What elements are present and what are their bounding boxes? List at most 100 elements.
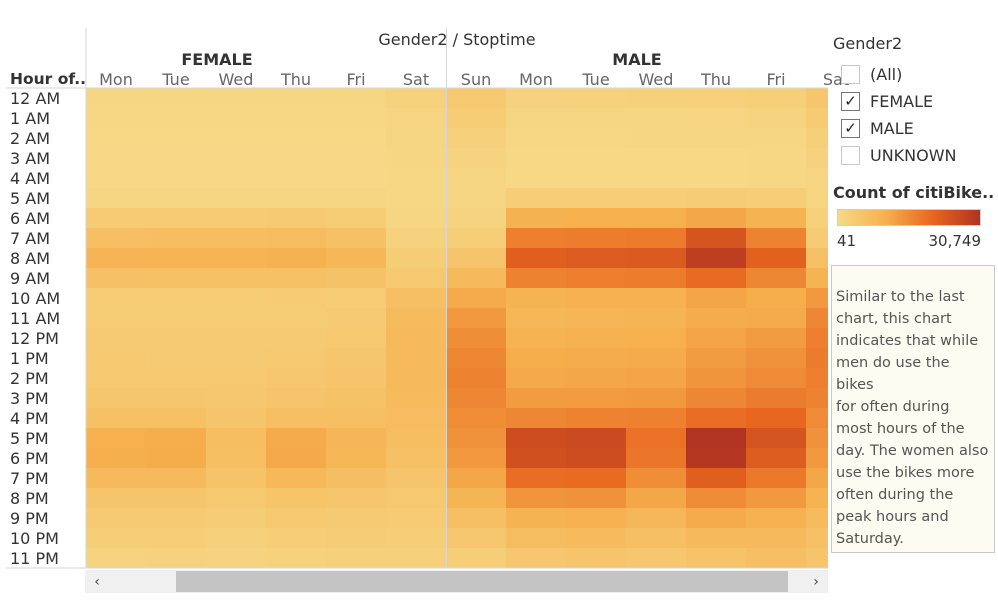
heatmap-cell[interactable] [446,388,506,408]
heatmap-cell[interactable] [326,248,386,268]
heatmap-cell[interactable] [686,88,746,108]
heatmap-cell[interactable] [446,88,506,108]
heatmap-cell[interactable] [686,468,746,488]
heatmap-cell[interactable] [326,268,386,288]
heatmap-cell[interactable] [506,168,566,188]
heatmap-cell[interactable] [506,408,566,428]
heatmap-cell[interactable] [626,208,686,228]
heatmap-cell[interactable] [326,448,386,468]
heatmap-cell[interactable] [446,248,506,268]
heatmap-cell[interactable] [626,508,686,528]
heatmap-cell[interactable] [86,428,146,448]
heatmap-cell[interactable] [746,148,806,168]
heatmap-cell[interactable] [746,88,806,108]
heatmap-cell[interactable] [566,388,626,408]
heatmap-cell[interactable] [806,328,866,348]
heatmap-cell[interactable] [566,188,626,208]
heatmap-cell[interactable] [746,508,806,528]
heatmap-cell[interactable] [206,548,266,568]
heatmap-cell[interactable] [686,128,746,148]
heatmap-cell[interactable] [326,328,386,348]
heatmap-cell[interactable] [86,108,146,128]
heatmap-cell[interactable] [326,408,386,428]
heatmap-cell[interactable] [326,168,386,188]
heatmap-cell[interactable] [686,208,746,228]
heatmap-cell[interactable] [86,528,146,548]
heatmap-cell[interactable] [806,108,866,128]
heatmap-cell[interactable] [206,108,266,128]
heatmap-cell[interactable] [266,188,326,208]
heatmap-cell[interactable] [506,128,566,148]
heatmap-cell[interactable] [386,208,446,228]
heatmap-cell[interactable] [806,228,866,248]
heatmap-cell[interactable] [506,528,566,548]
heatmap-cell[interactable] [206,248,266,268]
heatmap-cell[interactable] [626,188,686,208]
heatmap-cell[interactable] [686,488,746,508]
heatmap-cell[interactable] [446,148,506,168]
heatmap-cell[interactable] [326,488,386,508]
heatmap-cell[interactable] [266,128,326,148]
heatmap-cell[interactable] [626,468,686,488]
heatmap-cell[interactable] [446,108,506,128]
heatmap-cell[interactable] [326,388,386,408]
heatmap-cell[interactable] [506,548,566,568]
heatmap-cell[interactable] [746,328,806,348]
checkbox-unknown[interactable] [841,145,860,165]
heatmap-cell[interactable] [266,528,326,548]
heatmap-cell[interactable] [566,108,626,128]
heatmap-cell[interactable] [566,148,626,168]
heatmap-cell[interactable] [206,448,266,468]
heatmap-cell[interactable] [386,328,446,348]
heatmap-cell[interactable] [626,128,686,148]
heatmap-cell[interactable] [266,388,326,408]
heatmap-cell[interactable] [566,348,626,368]
heatmap-cell[interactable] [386,248,446,268]
heatmap-cell[interactable] [506,368,566,388]
heatmap-cell[interactable] [266,228,326,248]
heatmap-cell[interactable] [806,148,866,168]
heatmap-cell[interactable] [266,368,326,388]
heatmap-cell[interactable] [386,188,446,208]
heatmap-cell[interactable] [326,188,386,208]
heatmap-cell[interactable] [146,308,206,328]
heatmap-cell[interactable] [146,148,206,168]
heatmap-cell[interactable] [386,288,446,308]
heatmap-cell[interactable] [326,108,386,128]
heatmap-cell[interactable] [446,488,506,508]
heatmap-cell[interactable] [326,468,386,488]
heatmap-cell[interactable] [86,488,146,508]
heatmap-cell[interactable] [326,88,386,108]
heatmap-cell[interactable] [206,468,266,488]
heatmap-cell[interactable] [566,468,626,488]
heatmap-cell[interactable] [146,428,206,448]
heatmap-cell[interactable] [686,148,746,168]
heatmap-cell[interactable] [326,308,386,328]
heatmap-cell[interactable] [206,208,266,228]
checkbox-all[interactable] [841,64,860,84]
heatmap-cell[interactable] [566,248,626,268]
heatmap-cell[interactable] [86,348,146,368]
heatmap-cell[interactable] [146,328,206,348]
heatmap-cell[interactable] [686,168,746,188]
heatmap-cell[interactable] [206,288,266,308]
heatmap-cell[interactable] [566,168,626,188]
heatmap-cell[interactable] [266,488,326,508]
heatmap-cell[interactable] [506,188,566,208]
heatmap-cell[interactable] [506,448,566,468]
heatmap-cell[interactable] [746,108,806,128]
heatmap-cell[interactable] [146,88,206,108]
heatmap-cell[interactable] [746,308,806,328]
heatmap-cell[interactable] [506,108,566,128]
heatmap-cell[interactable] [626,448,686,468]
heatmap-cell[interactable] [626,488,686,508]
heatmap-cell[interactable] [626,148,686,168]
heatmap-cell[interactable] [266,408,326,428]
heatmap-cell[interactable] [746,228,806,248]
heatmap-cell[interactable] [266,468,326,488]
chevron-right-icon[interactable]: › [813,573,819,590]
heatmap-cell[interactable] [686,248,746,268]
heatmap-cell[interactable] [86,148,146,168]
heatmap-cell[interactable] [806,308,866,328]
heatmap-cell[interactable] [746,488,806,508]
